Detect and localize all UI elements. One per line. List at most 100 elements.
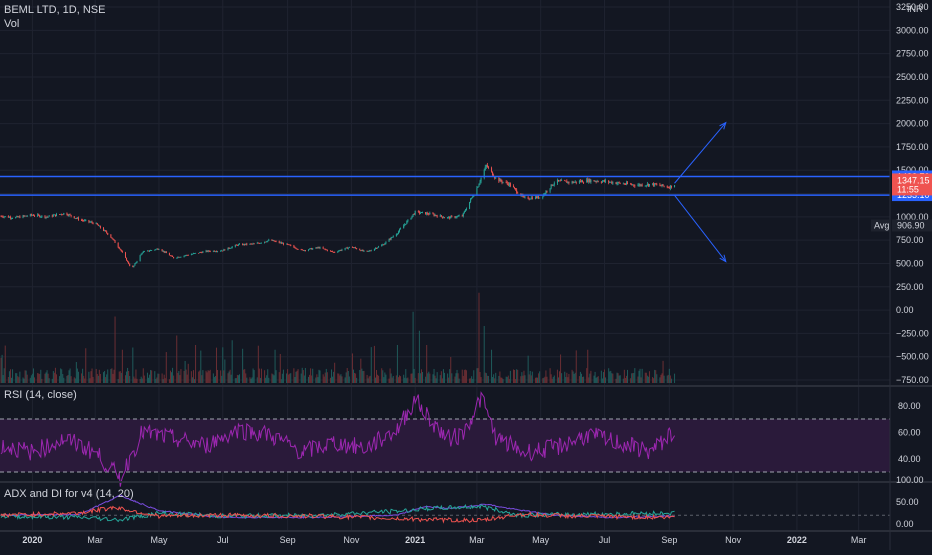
candle-body <box>514 187 516 189</box>
candle-body <box>88 220 90 222</box>
volume-bar <box>245 373 247 383</box>
volume-bar <box>249 377 251 383</box>
volume-label[interactable]: Vol <box>4 18 20 30</box>
candle-body <box>611 181 613 184</box>
trend-arrows[interactable] <box>674 121 727 263</box>
candle-body <box>339 250 341 251</box>
candle-body <box>391 237 393 238</box>
price-tick-label: 3000.00 <box>896 25 929 35</box>
volume-bar <box>162 379 164 383</box>
volume-bar <box>346 368 348 383</box>
symbol-title[interactable]: BEML LTD, 1D, NSE <box>4 4 106 16</box>
candle-body <box>464 210 466 212</box>
volume-bar <box>128 370 130 383</box>
candle-body <box>586 179 588 183</box>
candle-body <box>667 187 669 189</box>
candle-body <box>24 215 26 217</box>
volume-bar <box>637 376 639 383</box>
candle-body <box>148 250 150 252</box>
volume-bar <box>106 374 108 383</box>
candle-body <box>51 215 53 217</box>
candle-body <box>485 164 487 167</box>
time-tick-label: Sep <box>661 535 677 545</box>
volume-bar <box>571 369 573 383</box>
volume-bar <box>521 372 523 383</box>
volume-bar <box>176 335 178 383</box>
volume-bar <box>48 378 50 383</box>
volume-bar <box>332 376 334 383</box>
volume-bar <box>433 368 435 383</box>
volume-bar <box>192 370 194 383</box>
candle-body <box>384 243 386 245</box>
volume-legend[interactable]: Vol <box>4 18 19 30</box>
candle-body <box>112 238 114 240</box>
volume-bar <box>55 374 57 383</box>
adx-legend[interactable]: ADX and DI for v4 (14, 20) <box>4 488 134 500</box>
volume-bar <box>544 376 546 383</box>
volume-bar <box>608 368 610 383</box>
candle-body <box>583 182 585 184</box>
candle-body <box>129 263 131 266</box>
adx-label[interactable]: ADX and DI for v4 (14, 20) <box>4 488 134 500</box>
candle-body <box>272 240 274 242</box>
volume-bar <box>472 378 474 383</box>
volume-bar <box>362 371 364 383</box>
volume-bar <box>190 371 192 383</box>
candle-body <box>573 182 575 184</box>
rsi-axis[interactable]: 80.00 60.00 40.00 <box>898 401 921 464</box>
candle-body <box>332 251 334 253</box>
candle-body <box>505 181 507 183</box>
symbol-legend[interactable]: BEML LTD, 1D, NSE <box>4 4 105 16</box>
trend-arrow[interactable] <box>674 122 727 184</box>
volume-bar <box>632 373 634 383</box>
price-tick-label: 3250.00 <box>896 2 929 12</box>
candle-body <box>224 249 226 251</box>
volume-bar <box>471 376 473 383</box>
volume-bar <box>465 370 467 383</box>
volume-bar <box>257 345 259 383</box>
volume-bar <box>435 378 437 383</box>
volume-bar <box>399 375 401 383</box>
time-tick-label: May <box>532 535 550 545</box>
candle-body <box>623 183 625 185</box>
candle-body <box>111 237 113 239</box>
adx-axis[interactable]: 100.00 50.00 0.00 <box>896 475 924 529</box>
candle-body <box>243 243 245 246</box>
volume-bar <box>508 378 510 383</box>
volume-bar <box>462 375 464 383</box>
di-minus-line <box>0 505 675 524</box>
candle-body <box>106 231 108 234</box>
volume-bar <box>612 373 614 383</box>
volume-bar <box>477 368 479 383</box>
candle-body <box>23 215 25 217</box>
candle-body <box>309 248 311 250</box>
volume-bar <box>158 373 160 383</box>
volume-bar <box>579 371 581 383</box>
candle-body <box>128 261 130 264</box>
volume-bar <box>463 369 465 383</box>
volume-bar <box>237 375 239 383</box>
candle-body <box>242 243 244 246</box>
time-axis[interactable]: 2020 Mar May Jul Sep Nov 2021 Mar May Jul Sep Nov 20… <box>22 535 866 545</box>
candle-body <box>296 248 298 250</box>
volume-bar <box>150 369 152 383</box>
volume-bar <box>279 353 281 383</box>
trend-arrow[interactable] <box>674 195 727 262</box>
candle-body <box>369 250 371 252</box>
candle-body <box>462 212 464 217</box>
rsi-legend[interactable]: RSI (14, close) <box>4 389 77 401</box>
volume-bar <box>231 340 233 383</box>
volume-bar <box>267 369 269 383</box>
volume-bar <box>370 347 372 383</box>
candle-body <box>501 181 503 183</box>
volume-bar <box>605 377 607 383</box>
candle-body <box>556 179 558 184</box>
candle-body <box>331 250 333 252</box>
candle-body <box>341 249 343 251</box>
volume-bar <box>425 376 427 383</box>
volume-bar <box>3 368 5 383</box>
rsi-label[interactable]: RSI (14, close) <box>4 389 77 401</box>
